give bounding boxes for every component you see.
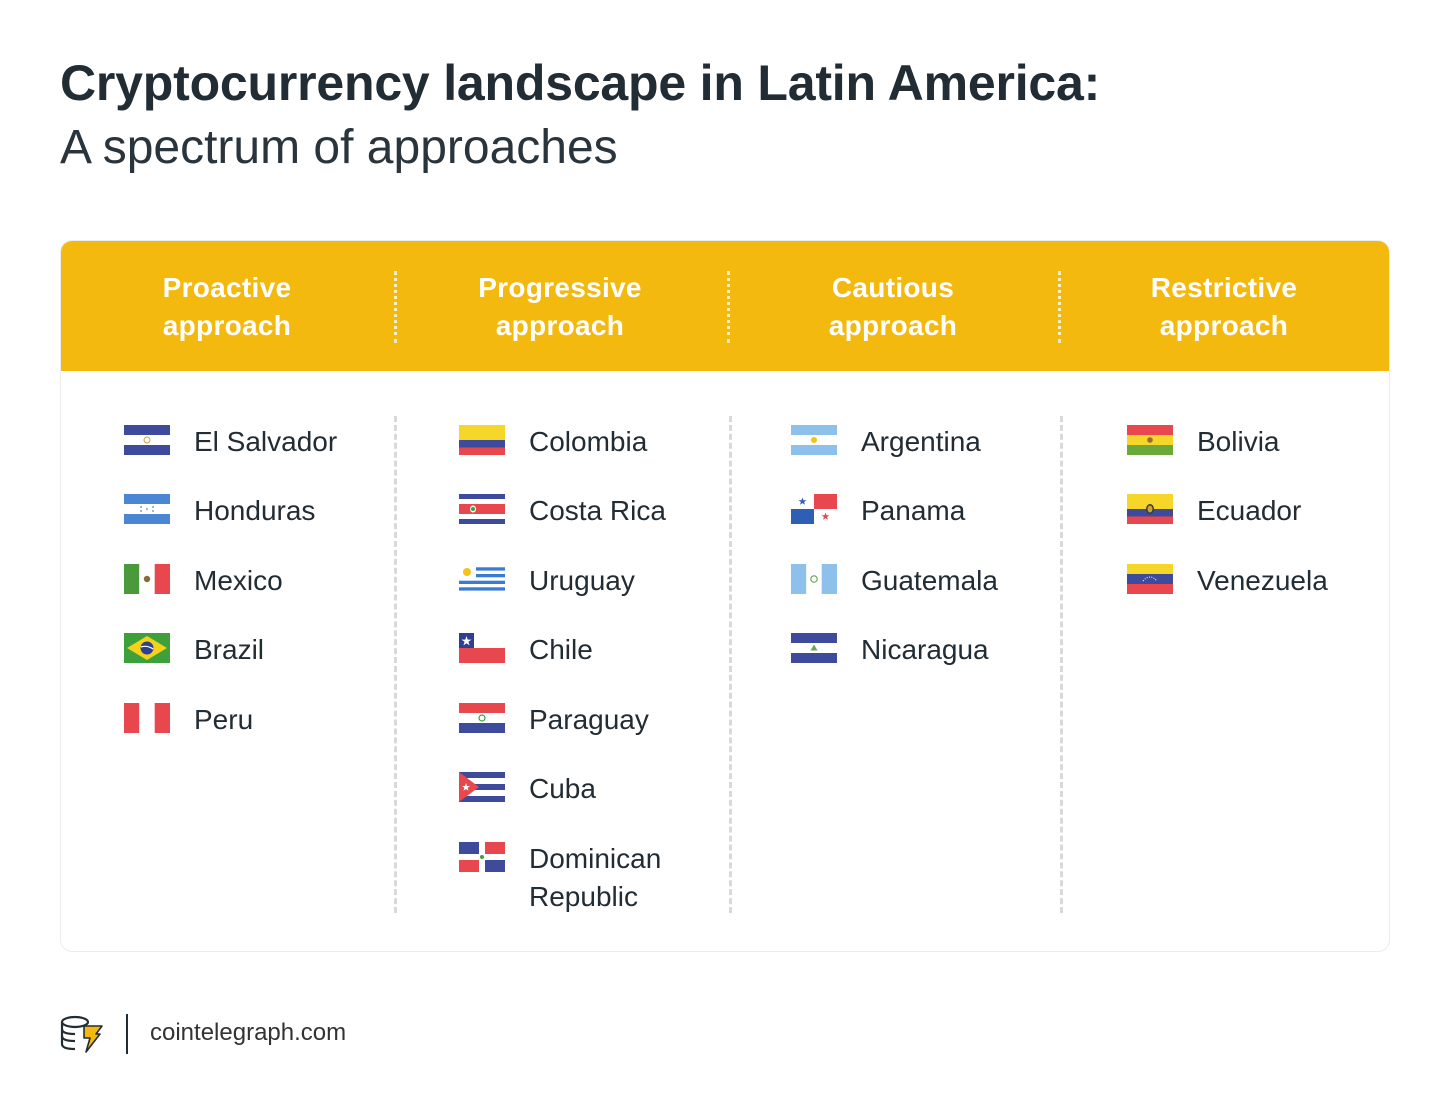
country-name: Guatemala (861, 565, 998, 596)
el-salvador-flag-icon (124, 425, 170, 455)
header-cautious: Cautious approach (727, 269, 1059, 345)
ecuador-flag-icon (1127, 494, 1173, 524)
header-progressive-line2: approach (495, 310, 625, 341)
header-band: Proactive approach Progressive approach … (61, 241, 1389, 371)
country-peru: Peru (124, 689, 424, 749)
bolivia-flag-icon (1127, 425, 1173, 455)
country-ecuador: Ecuador (1127, 480, 1389, 540)
header-divider (727, 271, 730, 343)
country-guatemala: Guatemala (791, 550, 1091, 610)
country-mexico: Mexico (124, 550, 424, 610)
country-uruguay: Uruguay (459, 550, 759, 610)
country-venezuela: Venezuela (1127, 550, 1389, 610)
panama-flag-icon (791, 494, 837, 524)
country-name: Paraguay (529, 704, 649, 735)
country-colombia: Colombia (459, 411, 759, 471)
paraguay-flag-icon (459, 703, 505, 733)
country-name: Cuba (529, 773, 596, 804)
country-el-salvador: El Salvador (124, 411, 424, 471)
header-restrictive-line2: approach (1159, 310, 1289, 341)
country-cuba: Cuba (459, 758, 759, 818)
costa-rica-flag-icon (459, 494, 505, 524)
header-proactive-line2: approach (162, 310, 292, 341)
country-name: Argentina (861, 426, 981, 457)
nicaragua-flag-icon (791, 633, 837, 663)
header-cautious-line2: approach (828, 310, 958, 341)
approaches-card: Proactive approach Progressive approach … (60, 240, 1390, 952)
colombia-flag-icon (459, 425, 505, 455)
footer-separator (126, 1014, 128, 1054)
argentina-flag-icon (791, 425, 837, 455)
honduras-flag-icon (124, 494, 170, 524)
country-name: Peru (194, 704, 254, 735)
country-name: Ecuador (1197, 495, 1302, 526)
header-divider (394, 271, 397, 343)
country-name: Costa Rica (529, 495, 666, 526)
country-paraguay: Paraguay (459, 689, 759, 749)
country-name: Bolivia (1197, 426, 1280, 457)
country-name: Panama (861, 495, 966, 526)
mexico-flag-icon (124, 564, 170, 594)
footer-site-link[interactable]: cointelegraph.com (150, 1019, 347, 1046)
column-divider (394, 416, 397, 913)
country-dominican-republic: Dominican Republic (459, 828, 759, 918)
header-restrictive-line1: Restrictive (1150, 272, 1298, 303)
column-divider (729, 416, 732, 913)
cuba-flag-icon (459, 772, 505, 802)
country-name: Dominican Republic (529, 840, 661, 916)
country-name: Nicaragua (861, 634, 989, 665)
country-argentina: Argentina (791, 411, 1091, 471)
country-name: Chile (529, 634, 593, 665)
page-title: Cryptocurrency landscape in Latin Americ… (60, 55, 1101, 111)
country-name: Venezuela (1197, 565, 1328, 596)
header-progressive-line1: Progressive (478, 272, 642, 303)
country-name: Uruguay (529, 565, 635, 596)
country-nicaragua: Nicaragua (791, 619, 1091, 679)
header-proactive-line1: Proactive (162, 272, 292, 303)
country-brazil: Brazil (124, 619, 424, 679)
uruguay-flag-icon (459, 564, 505, 594)
guatemala-flag-icon (791, 564, 837, 594)
dominican-republic-flag-icon (459, 842, 505, 872)
cointelegraph-logo-icon (60, 1015, 103, 1053)
header-restrictive: Restrictive approach (1058, 269, 1389, 345)
country-name: Colombia (529, 426, 648, 457)
country-name-line1: Dominican (529, 843, 662, 874)
chile-flag-icon (459, 633, 505, 663)
country-chile: Chile (459, 619, 759, 679)
header-progressive: Progressive approach (394, 269, 726, 345)
country-name: Brazil (194, 634, 265, 665)
country-panama: Panama (791, 480, 1091, 540)
page-subtitle: A spectrum of approaches (60, 121, 618, 174)
country-costa-rica: Costa Rica (459, 480, 759, 540)
header-proactive: Proactive approach (61, 269, 393, 345)
country-name-line2: Republic (529, 881, 638, 912)
venezuela-flag-icon (1127, 564, 1173, 594)
country-name: El Salvador (194, 426, 338, 457)
column-divider (1060, 416, 1063, 913)
header-cautious-line1: Cautious (831, 272, 955, 303)
country-name: Mexico (194, 565, 283, 596)
peru-flag-icon (124, 703, 170, 733)
header-divider (1058, 271, 1061, 343)
country-bolivia: Bolivia (1127, 411, 1389, 471)
brazil-flag-icon (124, 633, 170, 663)
country-name: Honduras (194, 495, 316, 526)
country-honduras: Honduras (124, 480, 424, 540)
